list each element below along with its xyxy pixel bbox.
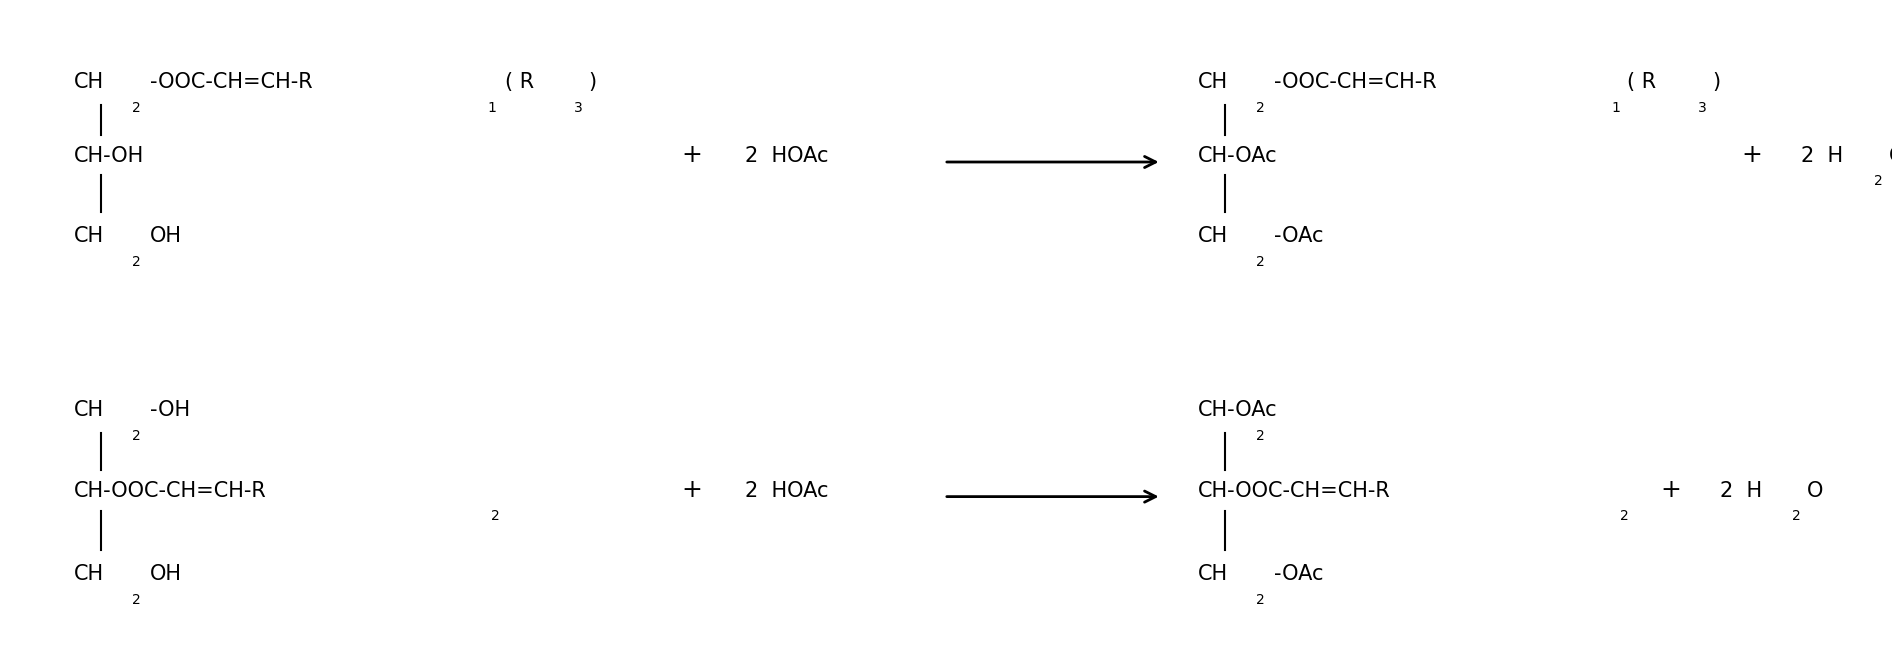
Text: ): ) [1712,73,1720,92]
Text: +: + [1659,478,1680,501]
Text: +: + [681,143,702,167]
Text: CH: CH [74,564,104,584]
Text: -OAc: -OAc [1273,226,1323,247]
Text: 2: 2 [1256,255,1264,269]
Text: CH-OOC-CH=CH-R: CH-OOC-CH=CH-R [1198,480,1391,501]
Text: ): ) [588,73,596,92]
Text: CH: CH [1198,226,1228,247]
Text: 2  H: 2 H [1801,146,1843,166]
Text: 2: 2 [1620,509,1629,523]
Text: 2: 2 [132,429,140,443]
Text: CH-OOC-CH=CH-R: CH-OOC-CH=CH-R [74,480,267,501]
Text: CH: CH [1198,564,1228,584]
Text: 2  H: 2 H [1720,480,1761,501]
Text: CH-OAc: CH-OAc [1198,401,1277,420]
Text: 3: 3 [573,101,583,115]
Text: 2: 2 [490,509,499,523]
Text: +: + [681,478,702,501]
Text: 3: 3 [1699,101,1707,115]
Text: ( R: ( R [1627,73,1657,92]
Text: +: + [1743,143,1763,167]
Text: OH: OH [149,226,182,247]
Text: 2: 2 [1792,509,1801,523]
Text: 1: 1 [488,101,496,115]
Text: 2  HOAc: 2 HOAc [745,146,829,166]
Text: CH-OAc: CH-OAc [1198,146,1277,166]
Text: CH: CH [1198,73,1228,92]
Text: 2: 2 [1256,101,1264,115]
Text: O: O [1807,480,1824,501]
Text: 2: 2 [132,255,140,269]
Text: 2: 2 [1873,175,1883,188]
Text: CH: CH [74,401,104,420]
Text: 2: 2 [1256,593,1264,607]
Text: -OOC-CH=CH-R: -OOC-CH=CH-R [1273,73,1436,92]
Text: CH: CH [74,226,104,247]
Text: 1: 1 [1612,101,1620,115]
Text: ( R: ( R [505,73,534,92]
Text: 2: 2 [132,101,140,115]
Text: CH: CH [74,73,104,92]
Text: 2: 2 [132,593,140,607]
Text: -OOC-CH=CH-R: -OOC-CH=CH-R [149,73,312,92]
Text: O: O [1888,146,1892,166]
Text: -OAc: -OAc [1273,564,1323,584]
Text: CH-OH: CH-OH [74,146,144,166]
Text: 2  HOAc: 2 HOAc [745,480,829,501]
Text: OH: OH [149,564,182,584]
Text: 2: 2 [1256,429,1264,443]
Text: -OH: -OH [149,401,191,420]
